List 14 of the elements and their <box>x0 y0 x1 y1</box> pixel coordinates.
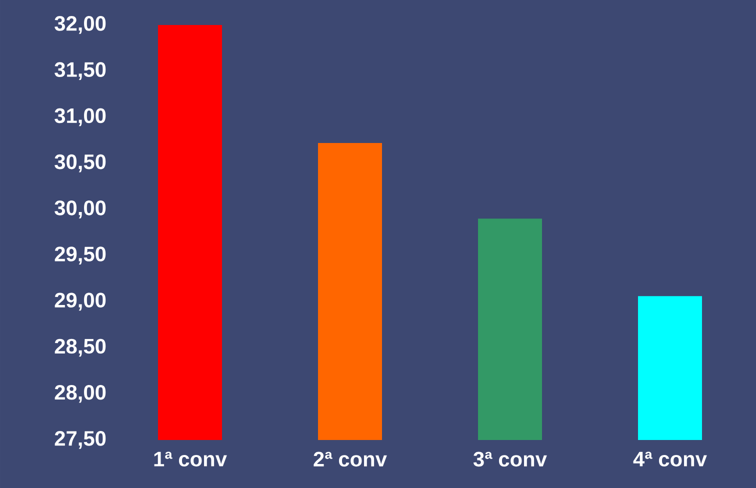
y-tick-label: 29,50 <box>54 246 106 264</box>
y-tick-label: 29,00 <box>54 292 106 311</box>
y-tick-label: 28,00 <box>54 384 106 403</box>
x-tick-label: 4ª conv <box>633 452 707 466</box>
x-tick-label: 3ª conv <box>473 452 547 467</box>
y-tick-label: 31,00 <box>54 108 106 126</box>
y-tick-label: 30,00 <box>54 200 106 218</box>
x-tick-label: 1ª conv <box>154 452 227 466</box>
y-tick-label: 32,00 <box>54 16 106 34</box>
y-tick-label: 28,50 <box>54 338 106 357</box>
x-tick-label: 2ª conv <box>314 452 387 467</box>
y-tick-label: 31,50 <box>54 62 106 80</box>
y-tick-label: 27,50 <box>54 431 106 449</box>
y-tick-label: 30,50 <box>54 154 106 172</box>
